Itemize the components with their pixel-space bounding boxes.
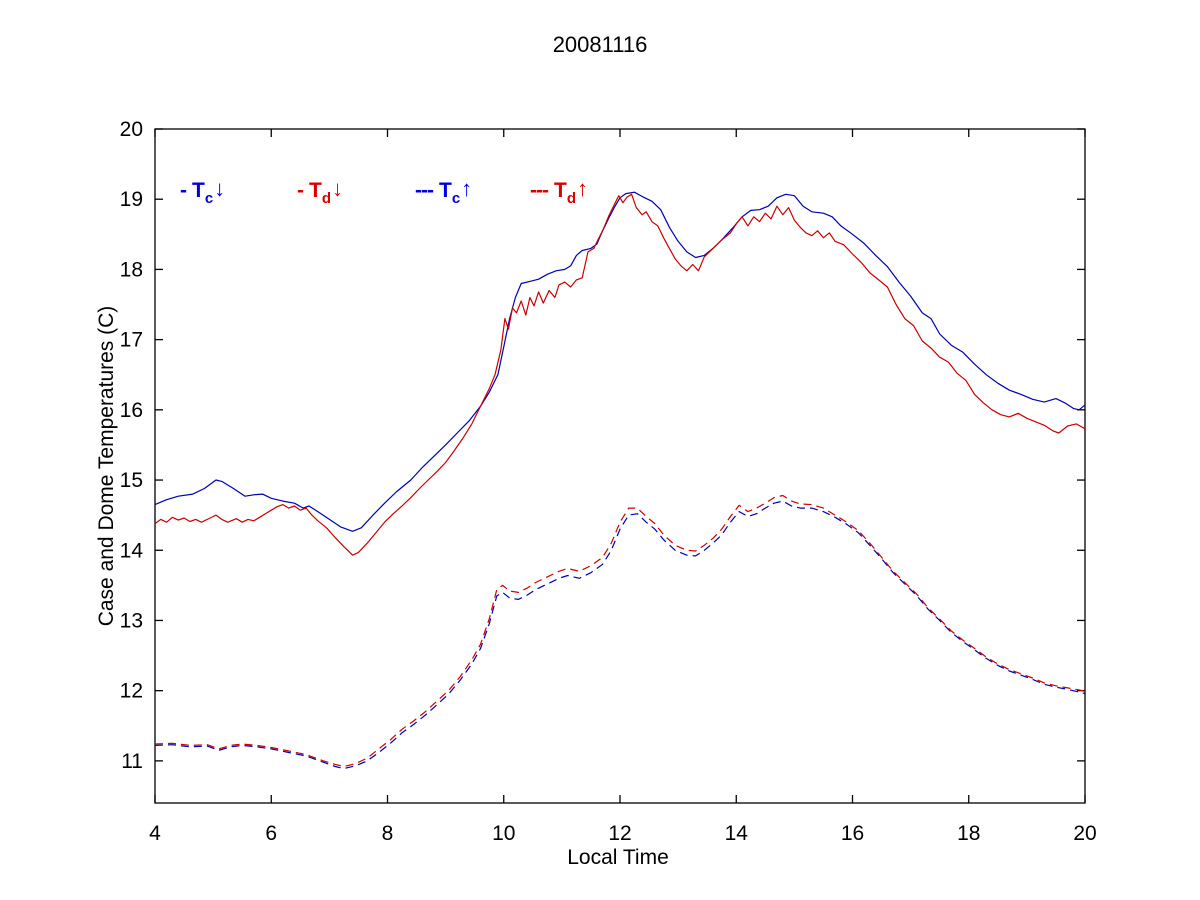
figure-title: 20081116: [552, 32, 648, 57]
x-tick-label-14: 14: [725, 822, 749, 845]
series-line-Td_down_dome_solid_red: [154, 193, 1086, 556]
legend-item-tc-up: --- Tc↑: [415, 176, 472, 207]
series-line-Tc_down_case_solid_blue: [154, 191, 1086, 532]
dashed-line-marker: ---: [530, 179, 549, 202]
y-tick-label-13: 13: [120, 609, 143, 632]
down-arrow-icon: ↓: [214, 176, 226, 201]
legend-label: T: [438, 179, 452, 202]
solid-line-marker: -: [180, 179, 187, 202]
y-tick-label-16: 16: [120, 399, 143, 422]
x-axis-label: Local Time: [567, 846, 669, 869]
dashed-line-marker: ---: [415, 179, 434, 202]
series-line-Td_up_dome_dashed_red: [154, 494, 1086, 768]
legend-item-tc-down: - Tc↓: [180, 176, 225, 207]
legend-subscript: c: [451, 190, 461, 207]
x-tick-label-6: 6: [265, 822, 277, 845]
x-tick-label-18: 18: [957, 822, 980, 845]
x-tick-label-4: 4: [149, 822, 161, 845]
up-arrow-icon: ↑: [461, 176, 473, 201]
legend-item-td-up: --- Td↑: [530, 176, 588, 207]
x-tick-label-10: 10: [492, 822, 515, 845]
legend-subscript: d: [321, 190, 331, 207]
legend-subscript: d: [566, 190, 576, 207]
legend-label: T: [553, 179, 567, 202]
legend-item-td-down: - Td↓: [297, 176, 343, 207]
legend-label: T: [192, 179, 205, 202]
y-tick-label-18: 18: [120, 258, 143, 281]
y-tick-label-19: 19: [120, 188, 143, 211]
y-tick-label-11: 11: [121, 750, 143, 773]
y-axis-label: Case and Dome Temperatures (C): [95, 305, 118, 627]
y-tick-label-14: 14: [120, 539, 144, 562]
axes-box: [154, 128, 1086, 804]
y-tick-label-20: 20: [120, 118, 143, 141]
x-tick-label-8: 8: [382, 822, 394, 845]
y-tick-label-12: 12: [120, 680, 143, 703]
series-line-Tc_up_case_dashed_blue: [154, 500, 1086, 770]
y-tick-label-15: 15: [120, 469, 143, 492]
x-tick-label-12: 12: [608, 822, 631, 845]
legend-subscript: c: [204, 190, 214, 207]
down-arrow-icon: ↓: [332, 176, 343, 201]
y-tick-label-17: 17: [120, 329, 143, 352]
x-tick-label-16: 16: [841, 822, 864, 845]
legend-label: T: [309, 179, 322, 202]
solid-line-marker: -: [297, 179, 304, 202]
up-arrow-icon: ↑: [576, 176, 588, 201]
x-tick-label-20: 20: [1073, 822, 1096, 845]
